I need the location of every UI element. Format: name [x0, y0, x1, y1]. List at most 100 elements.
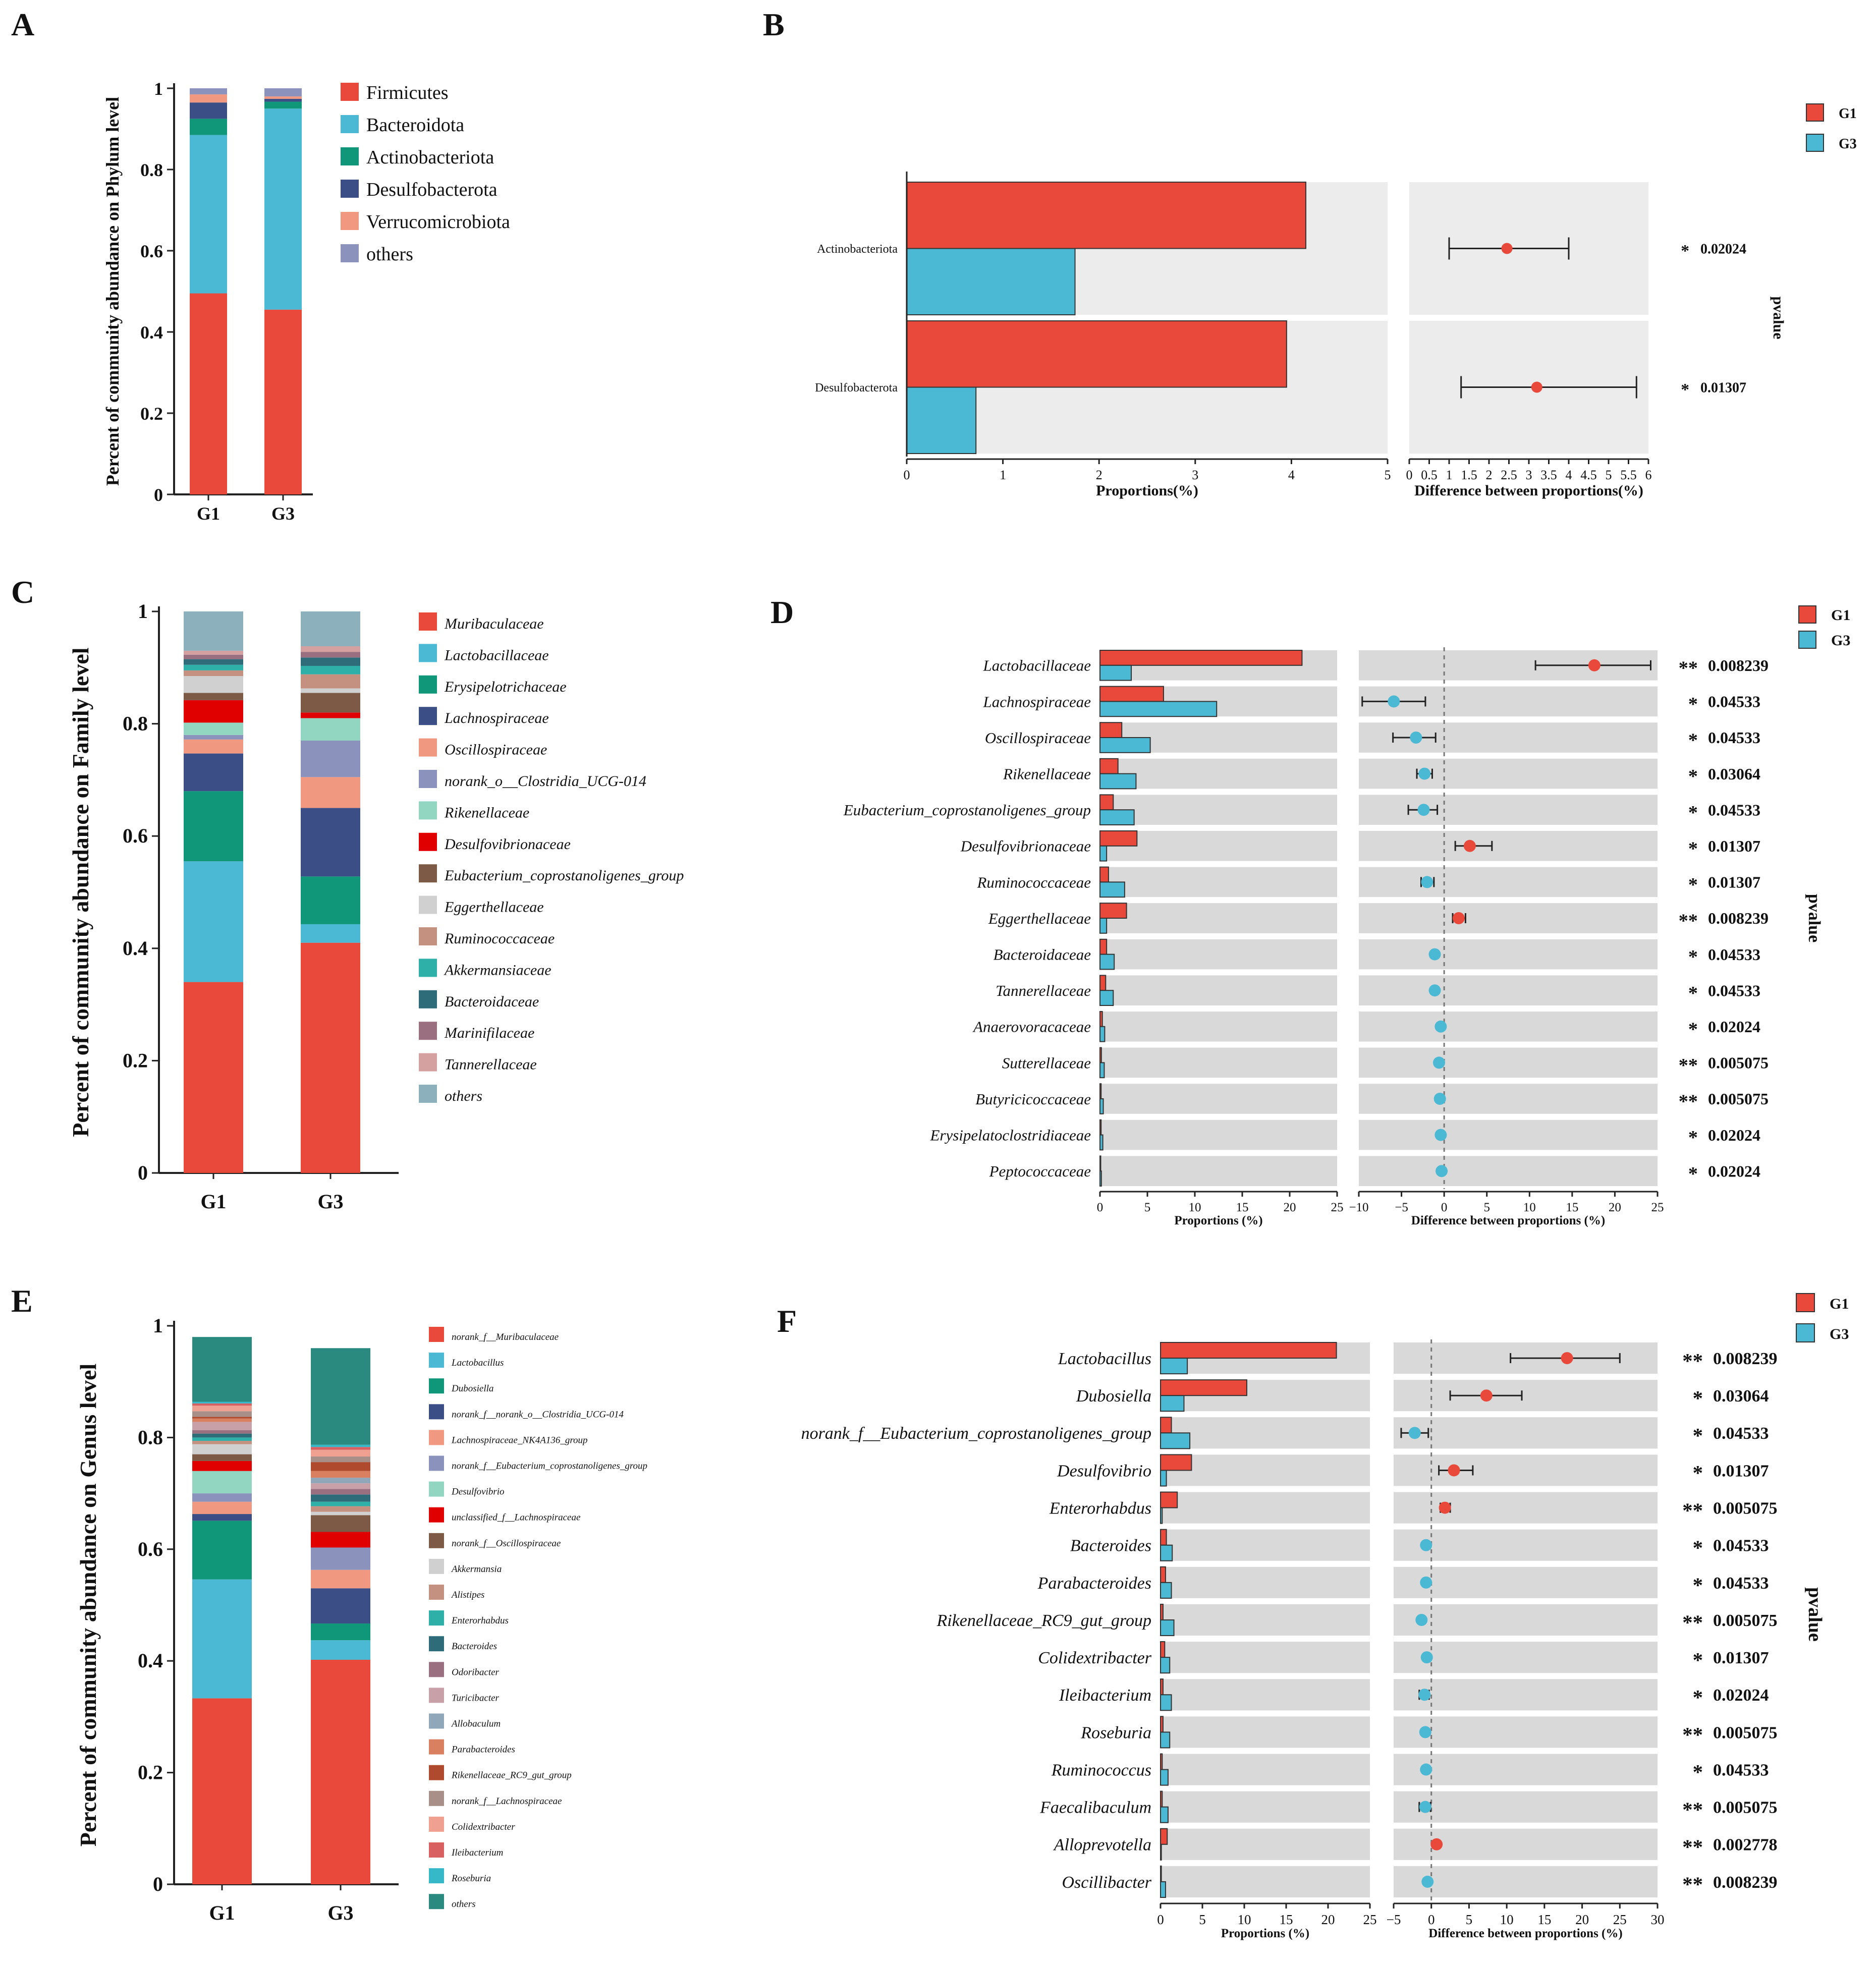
difference-point	[1463, 839, 1476, 852]
y-tick-label: 0	[153, 1873, 163, 1895]
category-label: Bacteroidaceae	[994, 945, 1091, 963]
category-label: Erysipelatoclostridiaceae	[929, 1126, 1091, 1144]
difference-point	[1428, 984, 1441, 997]
bar-g3	[1099, 918, 1108, 934]
pvalue-axis-title: pvalue	[1770, 296, 1787, 339]
bar-segment	[184, 739, 243, 754]
bar-segment	[311, 1506, 370, 1512]
difference-point	[1388, 695, 1400, 708]
bar-g1	[1160, 1566, 1166, 1583]
proportion-tick-label: 10	[1189, 1201, 1201, 1214]
difference-band	[1394, 1492, 1658, 1524]
bar-segment	[301, 740, 360, 777]
y-tick-label: 0.2	[123, 1049, 148, 1072]
legend-swatch	[341, 212, 359, 230]
bar-segment	[192, 1411, 252, 1417]
proportion-band	[1100, 1084, 1337, 1114]
legend-label: Rikenellaceae_RC9_gut_group	[451, 1770, 572, 1781]
significance-stars: *	[1693, 1462, 1703, 1484]
p-value-label: 0.02024	[1708, 1126, 1760, 1144]
difference-point	[1428, 948, 1441, 961]
bar-segment	[301, 712, 360, 718]
legend-swatch	[419, 864, 437, 883]
bar-g1	[906, 320, 1287, 388]
legend-label: Muribaculaceae	[444, 615, 544, 632]
p-value-label: 0.005075	[1713, 1723, 1778, 1742]
panel-d-stamp-chart: Lactobacillaceae Lachnospiraceae Oscillosp…	[843, 605, 1850, 1227]
bar-g3	[1160, 1582, 1172, 1599]
difference-tick-label: 4.5	[1580, 468, 1597, 482]
legend-swatch	[419, 770, 437, 788]
y-axis-title: Percent of community abundance on Family…	[68, 647, 93, 1137]
x-tick-label: G3	[327, 1901, 353, 1924]
legend-swatch	[419, 801, 437, 820]
y-tick-label: 0.6	[140, 241, 163, 261]
difference-point	[1480, 1389, 1493, 1402]
panel-letter-a: A	[11, 7, 34, 42]
difference-tick-label: 15	[1566, 1201, 1578, 1214]
legend-swatch	[429, 1610, 444, 1626]
bar-segment	[192, 1403, 252, 1406]
proportion-band	[1161, 1417, 1370, 1449]
bar-segment	[192, 1454, 252, 1461]
significance-stars: *	[1693, 1536, 1703, 1559]
p-value-label: 0.005075	[1713, 1499, 1778, 1518]
legend-swatch	[429, 1507, 444, 1523]
bar-g1	[1160, 1417, 1172, 1434]
y-axis-title: Percent of community abundance on Phylum…	[102, 97, 123, 486]
p-value-label: 0.005075	[1713, 1799, 1778, 1817]
legend-swatch	[429, 1816, 444, 1832]
y-tick-label: 0.4	[140, 322, 163, 343]
category-label: Lactobacillus	[1058, 1350, 1151, 1368]
bar-segment	[311, 1471, 370, 1478]
bar-g3	[1160, 1731, 1171, 1749]
proportion-band	[1161, 1454, 1370, 1486]
panel-letter-f: F	[777, 1303, 797, 1339]
y-tick-label: 1	[138, 600, 148, 623]
bar-g1	[1160, 1716, 1164, 1733]
legend-label: norank_f__Lachnospiraceae	[452, 1796, 562, 1807]
difference-axis-title: Difference between proportions (%)	[1428, 1927, 1622, 1940]
significance-stars: *	[1693, 1649, 1703, 1671]
proportion-tick-label: 1	[1000, 468, 1006, 482]
difference-tick-label: 5	[1466, 1912, 1473, 1927]
legend-swatch	[419, 738, 437, 757]
difference-tick-label: 15	[1537, 1912, 1551, 1927]
bar-segment	[301, 777, 360, 808]
p-value-label: 0.02024	[1708, 1018, 1760, 1036]
category-label: Oscillospiraceae	[985, 729, 1091, 747]
legend-swatch	[429, 1688, 444, 1703]
legend-swatch	[341, 83, 359, 101]
difference-band	[1359, 1012, 1658, 1042]
bar-g1	[1099, 758, 1119, 774]
bar-segment	[264, 108, 302, 310]
bar-segment	[192, 1441, 252, 1444]
legend-label: norank_f__Oscillospiraceae	[452, 1538, 561, 1549]
significance-stars: *	[1688, 730, 1698, 751]
bar-segment	[301, 924, 360, 943]
significance-stars: *	[1688, 802, 1698, 823]
bar-segment	[184, 791, 243, 862]
proportion-tick-label: 0	[904, 468, 910, 482]
significance-stars: **	[1682, 1611, 1703, 1634]
proportion-band	[1161, 1716, 1370, 1748]
difference-point	[1420, 1651, 1433, 1664]
legend-swatch	[341, 244, 359, 262]
bar-g3	[1099, 845, 1108, 862]
difference-tick-label: 4	[1566, 468, 1572, 482]
bar-segment	[192, 1437, 252, 1441]
category-label: Peptococcaceae	[989, 1162, 1091, 1180]
difference-band	[1394, 1417, 1658, 1449]
legend-label: Lactobacillaceae	[444, 647, 549, 663]
significance-stars: **	[1679, 657, 1698, 679]
difference-band	[1394, 1566, 1658, 1598]
p-value-label: 0.01307	[1708, 837, 1760, 855]
bar-g1	[1099, 938, 1108, 955]
p-value-label: 0.04533	[1708, 728, 1760, 747]
proportion-tick-label: 3	[1192, 468, 1198, 482]
proportion-tick-label: 25	[1363, 1912, 1377, 1927]
difference-band	[1394, 1380, 1658, 1412]
proportion-tick-label: 5	[1144, 1201, 1151, 1214]
proportion-band	[1161, 1604, 1370, 1636]
